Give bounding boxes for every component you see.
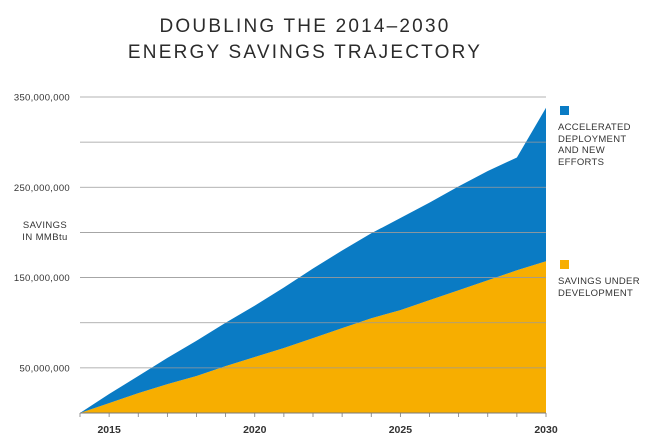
area-series-0 xyxy=(80,261,546,413)
y-axis-label: SAVINGS IN MMBtu xyxy=(14,220,76,244)
legend-label-accelerated: ACCELERATED DEPLOYMENT AND NEW EFFORTS xyxy=(558,122,648,168)
y-tick-label: 250,000,000 xyxy=(14,183,70,194)
legend-swatch-accelerated xyxy=(560,106,569,115)
legend-label-savings-line-1: SAVINGS UNDER xyxy=(558,276,640,287)
y-tick-label: 50,000,000 xyxy=(19,363,70,374)
legend-label-accelerated-line-4: EFFORTS xyxy=(558,156,605,168)
x-tick-label: 2015 xyxy=(97,424,121,436)
area-series-1 xyxy=(80,107,546,414)
x-tick-label: 2030 xyxy=(534,424,558,436)
legend-label-accelerated-line-1: ACCELERATED xyxy=(558,122,631,133)
y-axis-label-line-1: SAVINGS xyxy=(22,220,68,231)
legend-label-savings-line-2: DEVELOPMENT xyxy=(558,287,634,299)
x-tick-label: 2020 xyxy=(243,424,267,436)
legend-label-accelerated-line-2: DEPLOYMENT xyxy=(558,133,627,145)
x-tick-label: 2025 xyxy=(389,424,413,436)
legend-label-savings: SAVINGS UNDER DEVELOPMENT xyxy=(558,276,648,299)
legend-label-accelerated-line-3: AND NEW xyxy=(558,145,605,156)
y-axis-label-line-2: IN MMBtu xyxy=(22,232,68,243)
y-tick-label: 150,000,000 xyxy=(14,273,70,284)
y-tick-label: 350,000,000 xyxy=(14,93,70,104)
legend-swatch-savings xyxy=(560,260,569,269)
chart-title-line-1: DOUBLING THE 2014–2030 xyxy=(159,16,451,37)
chart-title-line-2: ENERGY SAVINGS TRAJECTORY xyxy=(127,42,483,63)
